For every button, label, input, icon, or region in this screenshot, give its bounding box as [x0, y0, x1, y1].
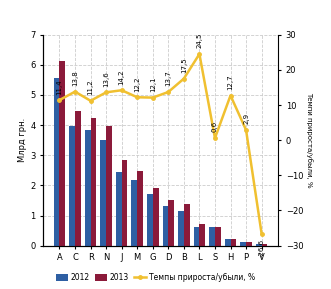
- Bar: [246, 242, 252, 246]
- Bar: [85, 130, 91, 246]
- Bar: [54, 78, 60, 246]
- Темпы прироста/убыли, %: [120, 88, 124, 92]
- Text: 13,6: 13,6: [103, 71, 109, 87]
- Темпы прироста/убыли, %: [197, 52, 201, 56]
- Bar: [116, 172, 122, 246]
- Темпы прироста/убыли, %: [135, 96, 139, 99]
- Bar: [168, 200, 174, 246]
- Темпы прироста/убыли, %: [213, 136, 217, 140]
- Bar: [230, 239, 236, 246]
- Bar: [199, 224, 205, 246]
- Text: 0,6: 0,6: [212, 121, 218, 132]
- Bar: [106, 126, 112, 246]
- Bar: [194, 227, 199, 246]
- Темпы прироста/убыли, %: [228, 94, 232, 97]
- Темпы прироста/убыли, %: [151, 96, 155, 99]
- Bar: [69, 126, 75, 246]
- Bar: [163, 206, 168, 246]
- Темпы прироста/убыли, %: [58, 98, 62, 102]
- Text: 24,5: 24,5: [196, 33, 203, 49]
- Bar: [178, 211, 184, 246]
- Темпы прироста/убыли, %: [104, 91, 108, 94]
- Bar: [91, 118, 96, 246]
- Y-axis label: Млрд грн.: Млрд грн.: [18, 118, 27, 162]
- Темпы прироста/убыли, %: [260, 232, 263, 236]
- Text: 13,7: 13,7: [165, 71, 171, 86]
- Bar: [256, 244, 261, 246]
- Text: 11,2: 11,2: [88, 79, 94, 95]
- Bar: [147, 194, 153, 246]
- Text: 12,7: 12,7: [227, 74, 233, 90]
- Bar: [75, 111, 81, 246]
- Text: 13,8: 13,8: [72, 70, 78, 86]
- Темпы прироста/убыли, %: [244, 128, 248, 132]
- Text: -26,6: -26,6: [259, 239, 264, 257]
- Text: 2,9: 2,9: [243, 113, 249, 124]
- Темпы прироста/убыли, %: [166, 90, 170, 94]
- Темпы прироста/убыли, %: [73, 90, 77, 93]
- Темпы прироста/убыли, %: [182, 77, 186, 80]
- Темпы прироста/убыли, %: [89, 99, 93, 103]
- Text: 11,4: 11,4: [57, 79, 63, 95]
- Bar: [122, 160, 127, 246]
- Bar: [137, 171, 143, 246]
- Text: 14,2: 14,2: [118, 69, 125, 85]
- Text: 12,2: 12,2: [134, 76, 140, 92]
- Text: 12,1: 12,1: [150, 76, 156, 92]
- Bar: [209, 227, 215, 246]
- Bar: [100, 140, 106, 246]
- Legend: 2012, 2013, Темпы прироста/убыли, %: 2012, 2013, Темпы прироста/убыли, %: [53, 270, 258, 285]
- Line: Темпы прироста/убыли, %: Темпы прироста/убыли, %: [58, 52, 263, 236]
- Bar: [153, 188, 159, 246]
- Bar: [261, 244, 267, 246]
- Bar: [60, 61, 65, 246]
- Text: 17,5: 17,5: [181, 58, 187, 73]
- Bar: [240, 242, 246, 246]
- Bar: [215, 227, 221, 246]
- Bar: [131, 180, 137, 246]
- Bar: [225, 239, 230, 246]
- Y-axis label: Темпи прироста/убыли, %: Темпи прироста/убыли, %: [306, 92, 313, 188]
- Bar: [184, 204, 190, 246]
